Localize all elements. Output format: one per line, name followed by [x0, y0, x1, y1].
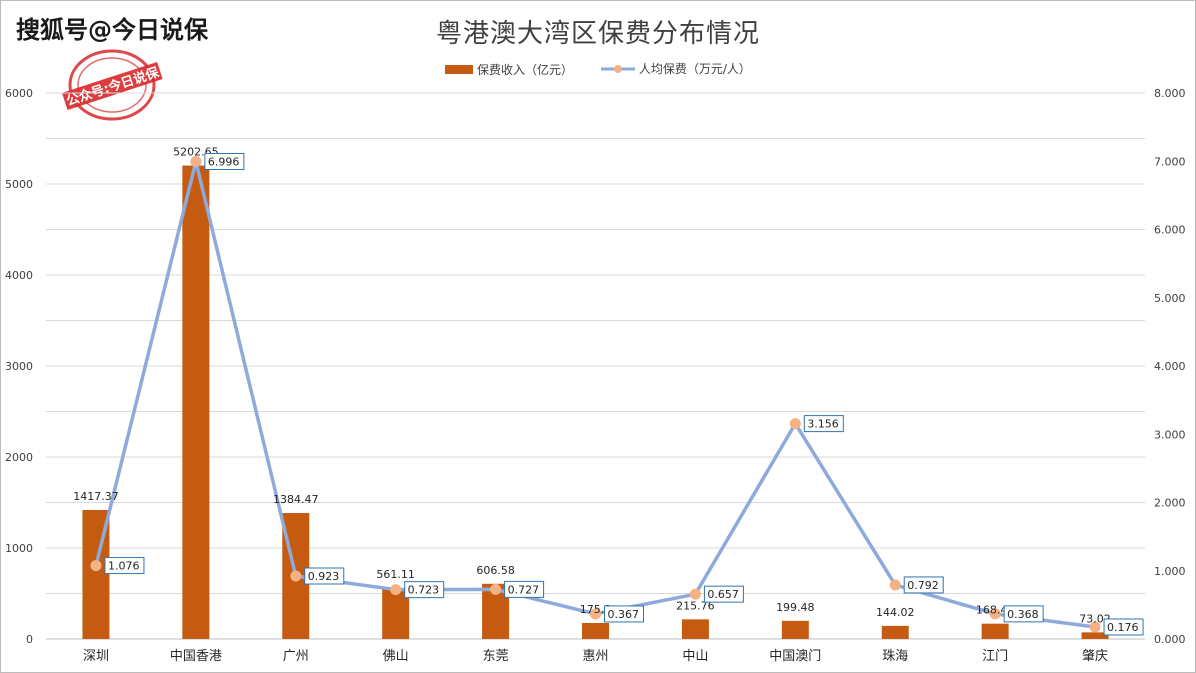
bar-data-label: 73.02: [1079, 612, 1111, 625]
line-point: [290, 570, 302, 582]
legend-bar-swatch: [445, 64, 474, 74]
line-point: [789, 418, 801, 430]
right-axis-tick-label: 2.000: [1154, 497, 1186, 510]
line-point: [90, 560, 102, 572]
series-line: [94, 159, 1096, 629]
line-label-box: [104, 557, 145, 575]
bar-data-label: 1384.47: [273, 493, 319, 506]
bar-data-label: 561.11: [376, 568, 415, 581]
x-axis-tick-label: 江门: [982, 649, 1008, 664]
x-axis-tick-label: 佛山: [383, 649, 409, 664]
line-data-label: 3.156: [807, 418, 839, 431]
bar-data-label: 606.58: [476, 564, 515, 577]
line-point: [689, 588, 701, 600]
line-point: [889, 579, 901, 591]
line-label-box: [304, 567, 345, 585]
line-data-label: 0.176: [1107, 621, 1139, 634]
legend-bar-label: 保费收入（亿元）: [477, 62, 574, 77]
line-data-label: 0.792: [907, 579, 939, 592]
line-data-label: 1.076: [108, 560, 140, 573]
legend-item-line: 人均保费（万元/人）: [600, 60, 751, 77]
line-point: [1089, 621, 1101, 633]
right-axis-tick-label: 8.000: [1154, 87, 1186, 100]
x-axis-tick-label: 中国香港: [170, 649, 222, 664]
line-data-label: 6.996: [208, 156, 240, 169]
line-label-box: [1103, 618, 1144, 636]
line-label-box: [404, 581, 445, 599]
watermark-text: 搜狐号@今日说保: [16, 16, 208, 44]
line-data-label: 0.723: [408, 584, 440, 597]
right-axis-tick-label: 6.000: [1154, 224, 1186, 237]
left-axis-tick-label: 4000: [5, 269, 33, 282]
right-axis-tick-label: 3.000: [1154, 428, 1186, 441]
bar: [1081, 632, 1109, 639]
right-axis-tick-label: 0.000: [1154, 633, 1186, 646]
line-data-label: 0.368: [1007, 608, 1039, 621]
right-axis-tick-label: 1.000: [1154, 565, 1186, 578]
x-axis-tick-label: 深圳: [83, 649, 109, 664]
left-axis-tick-label: 5000: [5, 178, 33, 191]
legend-line-swatch: [600, 64, 635, 73]
line-label-box: [703, 585, 744, 603]
line-label-box: [204, 153, 245, 171]
left-axis-tick-label: 3000: [5, 360, 33, 373]
bar-data-label: 199.48: [776, 601, 815, 614]
line-point: [390, 584, 402, 596]
line-data-label: 0.367: [608, 608, 640, 621]
line-data-label: 0.923: [308, 570, 340, 583]
chart-title: 粤港澳大湾区保费分布情况: [435, 19, 760, 49]
line-label-box: [1003, 605, 1044, 623]
bar-data-label: 1417.37: [73, 490, 119, 503]
left-axis-tick-label: 0: [26, 633, 33, 646]
line-data-label: 0.727: [508, 583, 540, 596]
left-axis-tick-label: 1000: [5, 542, 33, 555]
line-point: [590, 608, 601, 620]
x-axis-tick-label: 中国澳门: [769, 648, 821, 664]
line-point: [490, 583, 502, 595]
x-axis-tick-label: 珠海: [882, 649, 908, 664]
x-axis-tick-label: 广州: [283, 649, 309, 664]
x-axis-tick-label: 东莞: [483, 649, 509, 664]
x-axis-tick-label: 惠州: [582, 649, 608, 664]
line-label-box: [604, 605, 644, 623]
line-label-box: [504, 580, 545, 598]
line-point: [190, 156, 202, 168]
bar: [981, 623, 1009, 639]
bar-data-label: 144.02: [876, 606, 915, 619]
x-axis-tick-label: 中山: [682, 649, 708, 664]
legend-line-label: 人均保费（万元/人）: [638, 62, 751, 76]
left-axis-tick-label: 6000: [5, 87, 33, 100]
left-axis-tick-label: 2000: [5, 451, 33, 464]
bar: [781, 620, 809, 639]
legend: 保费收入（亿元） 人均保费（万元/人）: [0, 60, 1196, 78]
bar: [182, 165, 210, 640]
stamp-logo: 公众号:今日说保: [61, 49, 163, 121]
line-label-box: [903, 576, 944, 594]
right-axis-tick-label: 4.000: [1154, 360, 1186, 373]
bar: [681, 619, 709, 639]
bar: [881, 625, 909, 639]
bar-data-label: 175.8: [580, 603, 612, 616]
x-axis-tick-label: 肇庆: [1082, 649, 1108, 664]
legend-item-bar: 保费收入（亿元）: [445, 61, 573, 78]
line-point: [989, 608, 1001, 620]
right-axis-tick-label: 5.000: [1154, 292, 1186, 305]
line-data-label: 0.657: [707, 588, 739, 601]
line-label-box: [803, 415, 844, 433]
right-axis-tick-label: 7.000: [1154, 155, 1186, 168]
bar: [582, 623, 609, 639]
